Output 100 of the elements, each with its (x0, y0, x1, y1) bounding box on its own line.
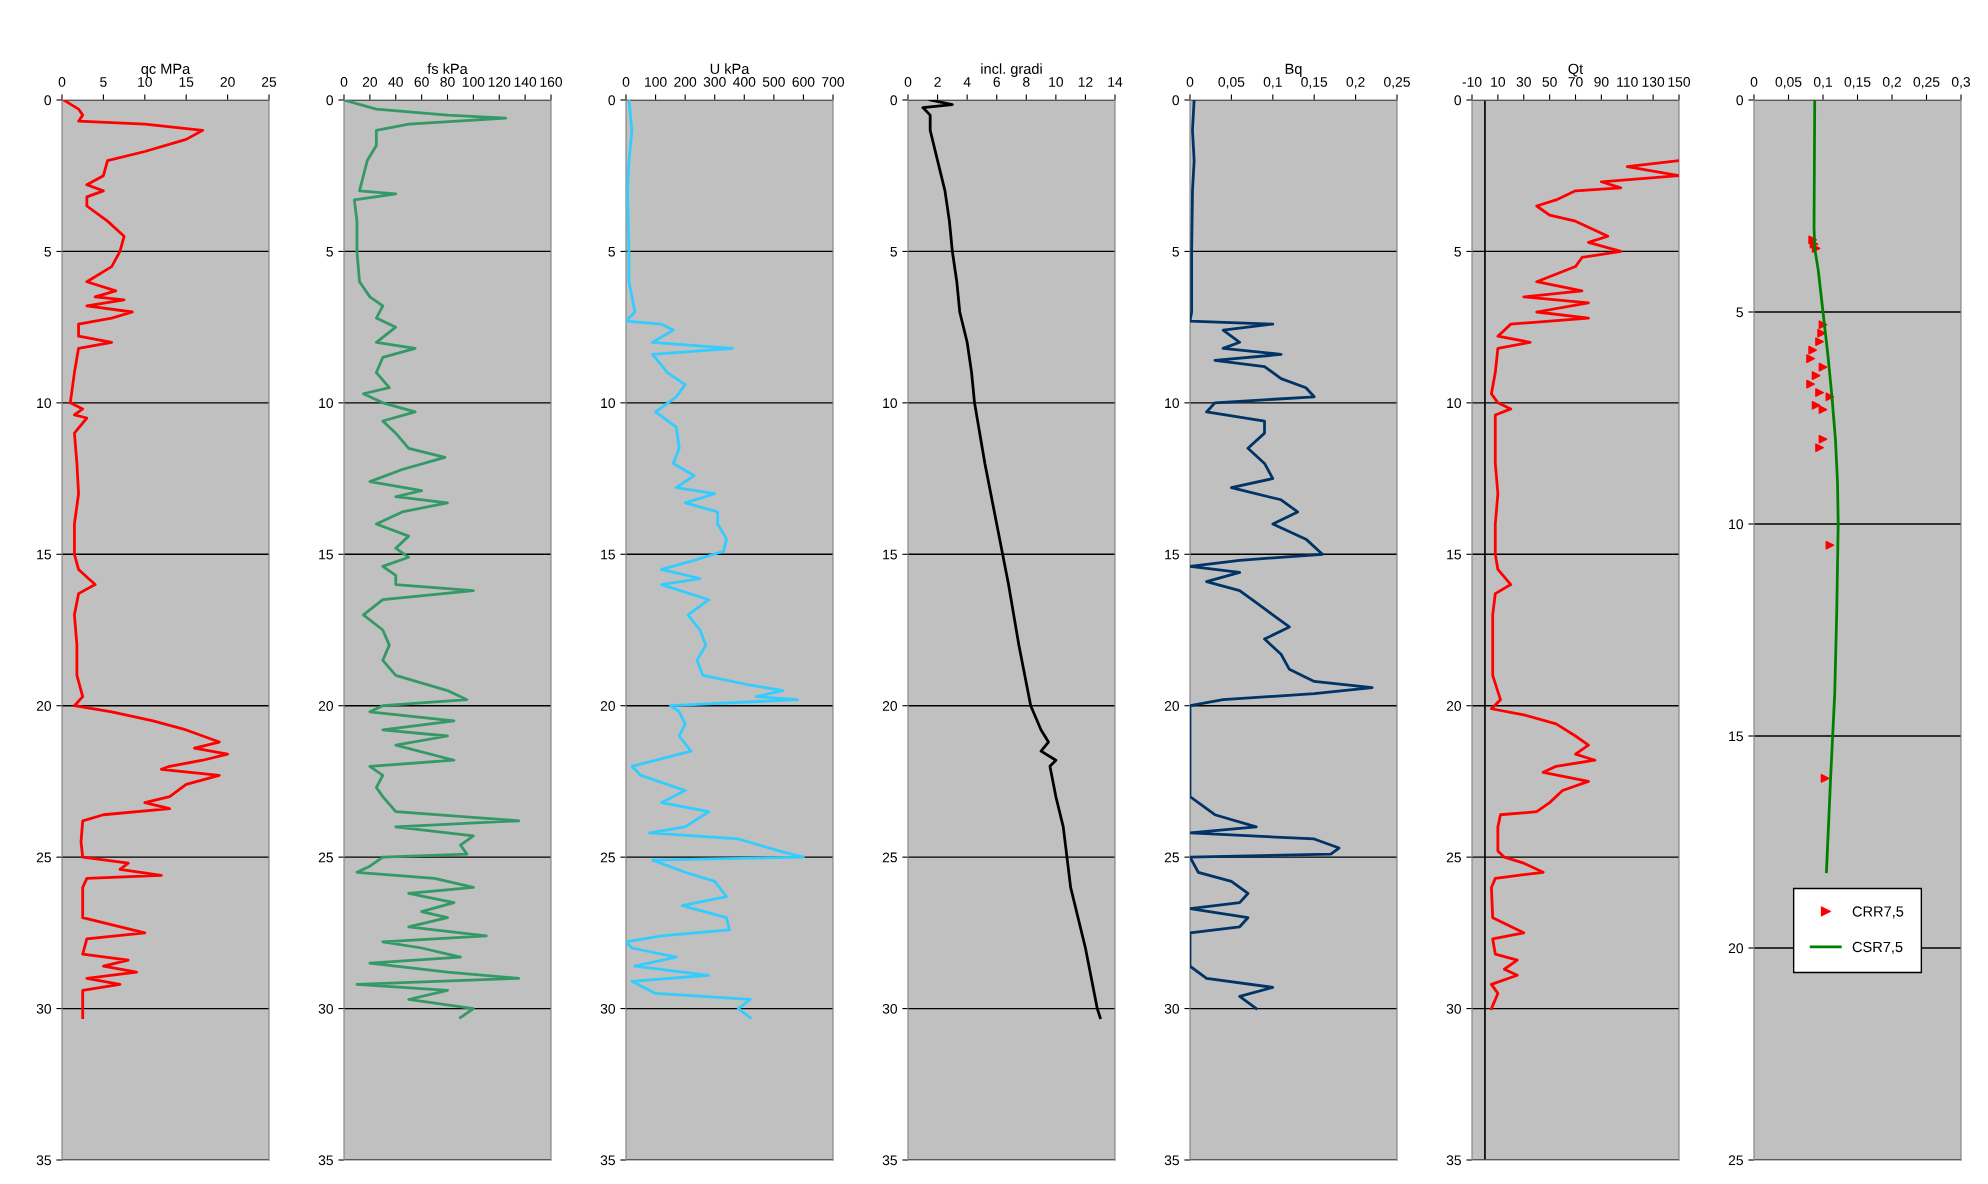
x-tick-label: 0 (904, 77, 912, 87)
y-tick-label: 20 (1446, 701, 1462, 711)
x-tick-label: 0,25 (1384, 77, 1410, 89)
x-tick-label: 25 (261, 77, 277, 87)
y-tick-label: 10 (1729, 519, 1744, 530)
x-tick-label: -10 (1462, 77, 1482, 87)
y-tick-label: 0 (608, 95, 616, 106)
x-tick-label: 10 (1491, 77, 1506, 87)
y-tick-label: 5 (1172, 246, 1179, 257)
y-tick-label: 30 (318, 1003, 334, 1014)
y-tick-label: 10 (883, 398, 898, 409)
y-tick-label: 10 (37, 398, 52, 409)
x-tick-label: 0,2 (1882, 77, 1901, 89)
x-tick-label: 600 (792, 77, 815, 87)
x-tick-label: 15 (179, 77, 194, 87)
x-tick-label: 100 (645, 77, 667, 87)
x-tick-label: 120 (488, 77, 511, 87)
y-tick-label: 20 (36, 701, 52, 711)
x-tick-label: 110 (1617, 77, 1638, 87)
x-tick-label: 200 (674, 77, 697, 87)
y-tick-label: 10 (1165, 398, 1180, 409)
x-axis-title: qc MPa (141, 63, 191, 77)
x-tick-label: 0,1 (1813, 77, 1832, 89)
y-tick-label: 5 (608, 246, 615, 257)
x-tick-label: 0,05 (1775, 77, 1802, 89)
y-tick-label: 30 (36, 1003, 52, 1014)
x-tick-label: 0,2 (1346, 77, 1365, 89)
x-tick-label: 400 (733, 77, 756, 87)
y-tick-label: 10 (601, 398, 616, 409)
y-tick-label: 30 (1164, 1003, 1180, 1014)
x-tick-label: 14 (1108, 77, 1123, 87)
y-tick-label: 30 (600, 1003, 616, 1014)
y-tick-label: 5 (1454, 246, 1461, 257)
x-axis-title: Qt (1568, 63, 1584, 77)
y-tick-label: 0 (1454, 95, 1462, 106)
x-tick-label: 0 (340, 77, 348, 87)
y-tick-label: 25 (318, 852, 333, 863)
x-tick-label: 5 (100, 77, 107, 87)
x-tick-label: 0,1 (1263, 77, 1282, 89)
y-tick-label: 35 (600, 1155, 615, 1166)
x-tick-label: 0 (1186, 77, 1194, 87)
y-tick-label: 35 (882, 1155, 897, 1166)
y-tick-label: 25 (36, 852, 51, 863)
x-tick-label: 8 (1023, 77, 1030, 87)
y-tick-label: 35 (36, 1155, 51, 1166)
y-tick-label: 15 (1447, 549, 1461, 560)
y-tick-label: 25 (1728, 1155, 1743, 1166)
x-axis-title: U kPa (710, 63, 750, 74)
x-tick-label: 0,15 (1844, 77, 1871, 89)
y-tick-label: 0 (890, 95, 898, 106)
x-tick-label: 40 (388, 77, 403, 87)
y-tick-label: 5 (1736, 307, 1743, 318)
x-tick-label: 140 (514, 77, 537, 87)
y-tick-label: 5 (44, 246, 51, 257)
y-tick-label: 15 (883, 549, 897, 560)
x-tick-label: 70 (1568, 77, 1583, 87)
y-tick-label: 0 (44, 95, 52, 106)
x-tick-label: 20 (220, 77, 235, 87)
x-tick-label: 300 (703, 77, 726, 87)
y-tick-label: 10 (1447, 398, 1462, 409)
x-tick-label: 12 (1078, 77, 1093, 87)
x-tick-label: 0 (1750, 77, 1758, 87)
y-tick-label: 25 (1164, 852, 1179, 863)
y-tick-label: 25 (1446, 852, 1461, 863)
y-tick-label: 20 (1728, 943, 1744, 954)
y-tick-label: 35 (1446, 1155, 1461, 1166)
y-tick-label: 30 (1446, 1003, 1462, 1014)
y-tick-label: 30 (882, 1003, 898, 1014)
x-tick-label: 0,3 (1951, 77, 1971, 89)
x-tick-label: 0,05 (1218, 77, 1245, 89)
x-tick-label: 10 (138, 77, 152, 87)
x-tick-label: 80 (440, 77, 455, 87)
x-axis-title: incl. gradi (981, 63, 1042, 77)
x-tick-label: 20 (362, 77, 378, 87)
x-tick-label: 2 (934, 77, 941, 87)
y-tick-label: 15 (37, 549, 51, 560)
x-tick-label: 160 (540, 77, 563, 87)
x-axis-title: fs kPa (427, 63, 468, 74)
y-tick-label: 15 (319, 549, 333, 560)
x-tick-label: 4 (963, 77, 971, 87)
y-tick-label: 15 (601, 549, 615, 560)
y-tick-label: 20 (1164, 701, 1180, 711)
x-tick-label: 90 (1594, 77, 1609, 87)
x-axis-title: Bq (1285, 63, 1302, 77)
y-tick-label: 25 (600, 852, 615, 863)
y-tick-label: 0 (1736, 95, 1744, 106)
y-tick-label: 5 (890, 246, 897, 257)
x-tick-label: 30 (1516, 77, 1531, 87)
x-tick-label: 0,25 (1913, 77, 1940, 89)
y-tick-label: 20 (600, 701, 616, 711)
legend-label: CSR7,5 (1852, 941, 1903, 954)
y-tick-label: 15 (1729, 731, 1743, 742)
y-tick-label: 25 (882, 852, 897, 863)
y-tick-label: 0 (1172, 95, 1180, 106)
y-tick-label: 35 (1164, 1155, 1179, 1166)
x-tick-label: 100 (462, 77, 485, 87)
x-tick-label: 60 (414, 77, 429, 87)
x-tick-label: 50 (1542, 77, 1557, 87)
x-tick-label: 150 (1668, 77, 1691, 87)
x-tick-label: 130 (1642, 77, 1665, 87)
